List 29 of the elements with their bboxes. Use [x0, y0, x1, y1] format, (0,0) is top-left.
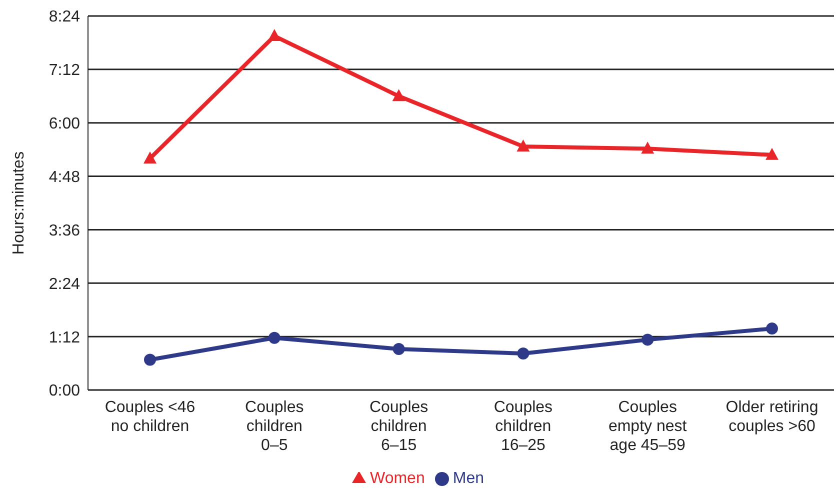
x-tick-label: Couples <46 no children: [104, 399, 196, 435]
point: [766, 148, 778, 160]
point: [144, 151, 156, 164]
point: [144, 354, 156, 366]
x-tick-label: Couples children 6–15: [369, 399, 428, 454]
point: [516, 139, 530, 152]
y-tick-label: 0:00: [48, 382, 80, 400]
point: [392, 343, 405, 356]
point: [268, 332, 280, 344]
point: [766, 322, 778, 335]
y-tick-label: 6:00: [48, 116, 80, 133]
y-axis-title: Hours:minutes: [10, 151, 28, 255]
y-tick-label: 1:12: [48, 329, 80, 346]
y-tick-label: 7:12: [48, 62, 80, 80]
x-tick-label: Older retiring couples >60: [726, 399, 818, 435]
legend-label: Men: [452, 470, 484, 487]
y-tick-label: 2:24: [48, 276, 80, 293]
legend-label: Women: [370, 470, 425, 487]
point: [642, 334, 654, 346]
y-tick-label: 8:24: [48, 8, 80, 26]
x-tick-label: Couples children 16–25: [494, 399, 553, 454]
x-tick-label: Couples children 0–5: [245, 399, 304, 454]
point: [641, 142, 654, 154]
point: [392, 89, 406, 102]
point: [268, 29, 281, 42]
x-tick-label: Couples empty nest age 45–59: [608, 399, 688, 454]
y-tick-label: 3:36: [48, 222, 80, 240]
y-tick-label: 4:48: [48, 168, 80, 186]
point: [517, 347, 530, 360]
